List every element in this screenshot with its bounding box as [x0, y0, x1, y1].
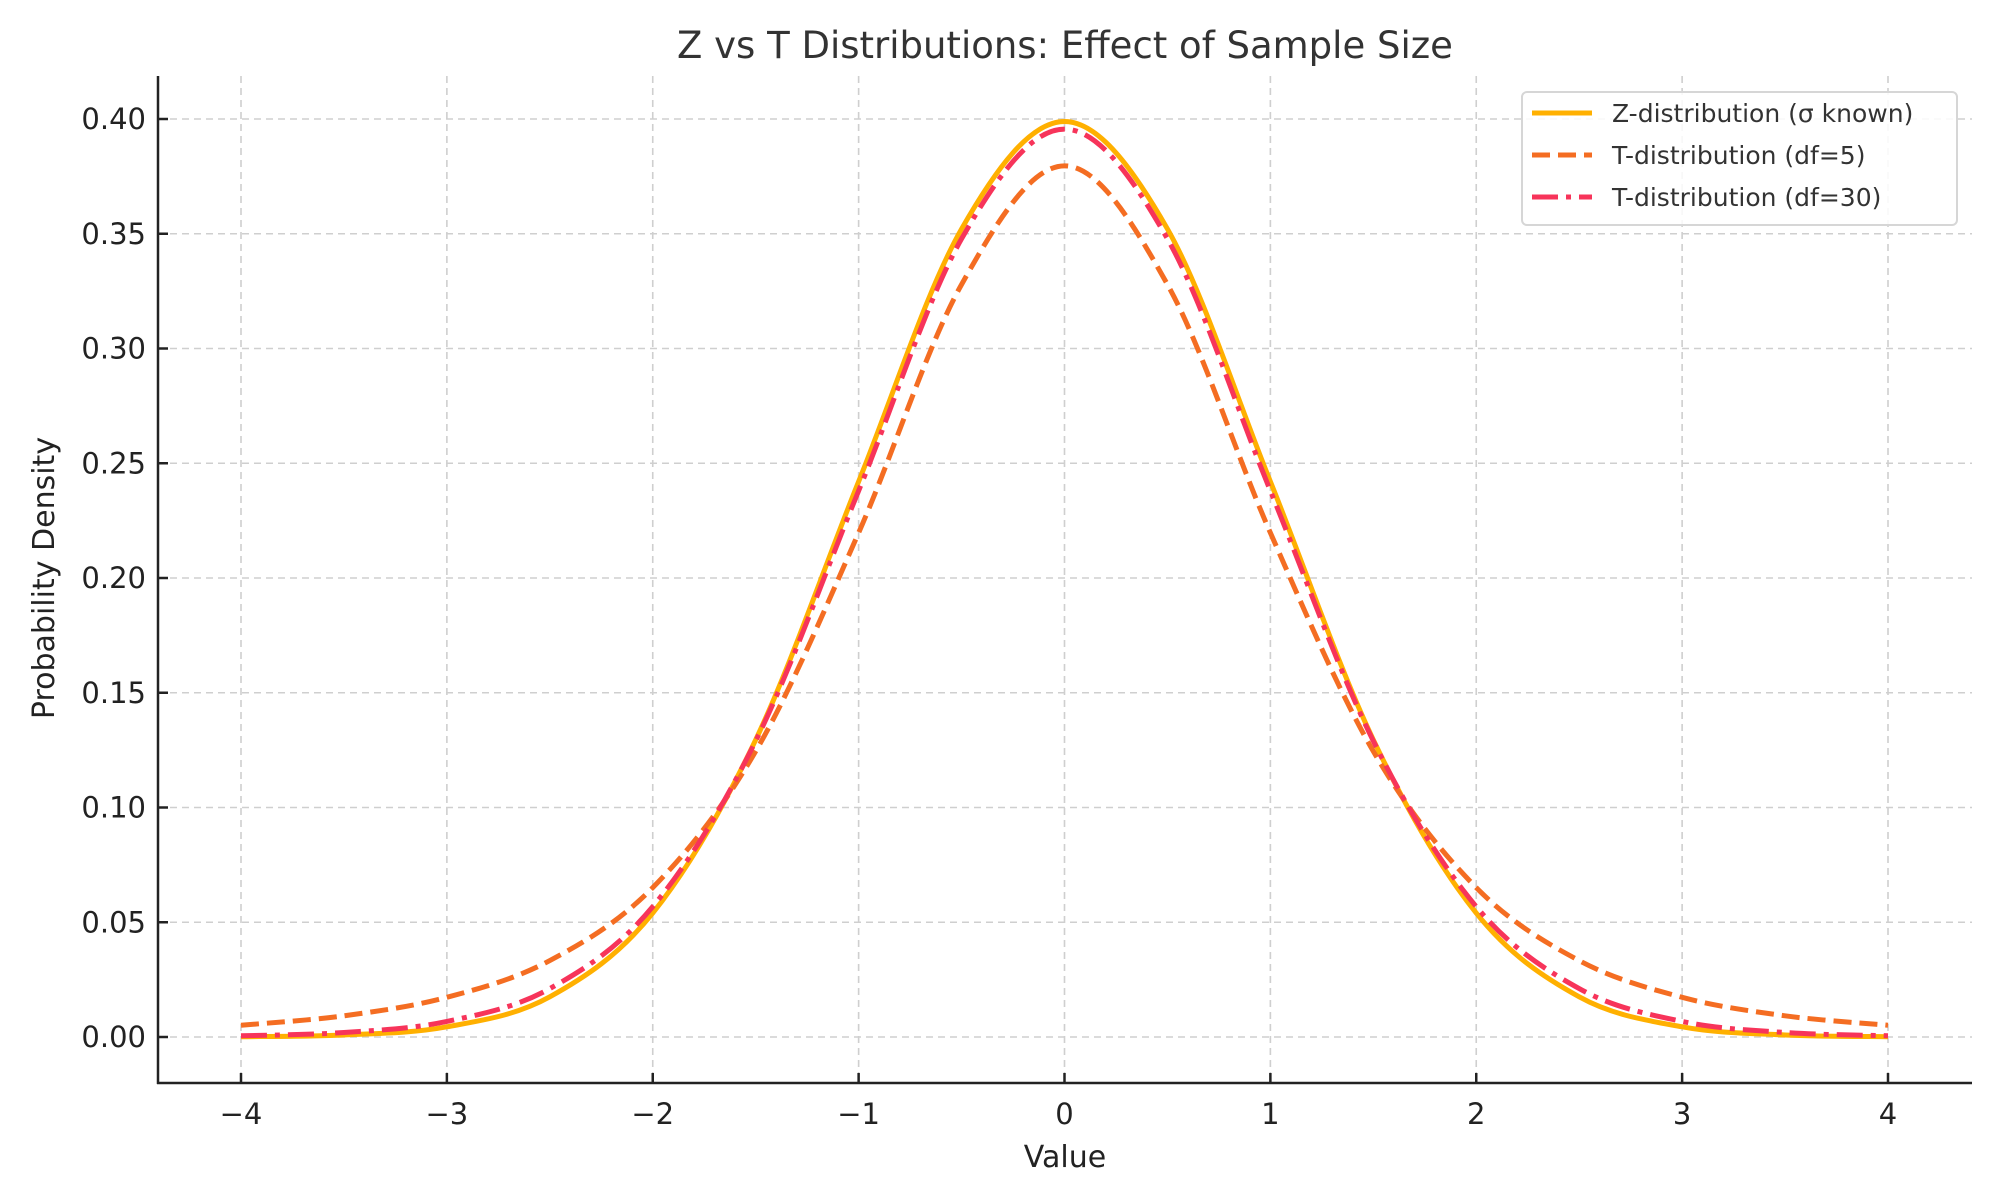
legend-label: T-distribution (df=30)	[1611, 183, 1881, 212]
y-axis-label: Probability Density	[27, 437, 62, 719]
legend-box	[1521, 91, 1958, 226]
legend: Z-distribution (σ known) T-distribution (…	[1521, 91, 1958, 226]
x-tick-label: −2	[631, 1097, 674, 1131]
x-ticks: −4 −3 −2 −1 0 1 2 3 4	[220, 1073, 1897, 1131]
y-tick-label: 0.40	[81, 102, 146, 136]
y-tick-label: 0.10	[81, 791, 146, 825]
y-tick-label: 0.15	[81, 676, 146, 710]
x-tick-label: 2	[1467, 1097, 1485, 1131]
y-tick-label: 0.25	[81, 446, 146, 480]
x-tick-label: −1	[837, 1097, 880, 1131]
grid	[158, 76, 1972, 1083]
series-line-1	[240, 119, 1889, 1040]
y-tick-label: 0.00	[81, 1020, 146, 1054]
x-tick-label: 0	[1055, 1097, 1073, 1131]
chart-title: Z vs T Distributions: Effect of Sample S…	[677, 24, 1453, 67]
series-lines	[240, 119, 1889, 1040]
legend-label: T-distribution (df=5)	[1611, 141, 1865, 170]
x-tick-label: −4	[220, 1097, 263, 1131]
x-tick-label: 4	[1879, 1097, 1897, 1131]
y-tick-label: 0.30	[81, 332, 146, 366]
x-tick-label: 3	[1673, 1097, 1691, 1131]
series-line-3	[240, 126, 1889, 1039]
y-tick-label: 0.05	[81, 905, 146, 939]
series-line-2	[240, 163, 1889, 1028]
y-ticks: 0.00 0.05 0.10 0.15 0.20 0.25 0.30 0.35 0.40	[81, 102, 168, 1054]
legend-label: Z-distribution (σ known)	[1612, 99, 1913, 128]
x-tick-label: −3	[426, 1097, 469, 1131]
x-tick-label: 1	[1261, 1097, 1279, 1131]
x-axis-label: Value	[1024, 1140, 1106, 1175]
y-tick-label: 0.20	[81, 561, 146, 595]
y-tick-label: 0.35	[81, 217, 146, 251]
